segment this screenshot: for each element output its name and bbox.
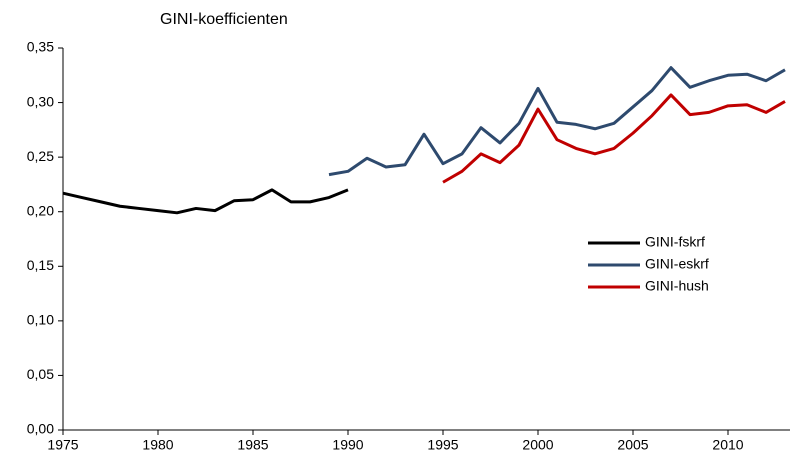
y-tick-label: 0,35 — [27, 39, 54, 55]
y-tick-label: 0,30 — [27, 93, 54, 109]
legend-label: GINI-fskrf — [645, 234, 705, 250]
y-tick-label: 0,25 — [27, 148, 54, 164]
x-tick-label: 2005 — [617, 437, 648, 453]
x-tick-label: 1985 — [237, 437, 268, 453]
x-tick-label: 1980 — [142, 437, 173, 453]
x-tick-label: 2010 — [712, 437, 743, 453]
y-tick-label: 0,20 — [27, 202, 54, 218]
chart-title: GINI-koefficienten — [160, 11, 288, 28]
x-tick-label: 1990 — [332, 437, 363, 453]
y-tick-label: 0,10 — [27, 312, 54, 328]
x-tick-label: 1995 — [427, 437, 458, 453]
legend-label: GINI-hush — [645, 278, 709, 294]
series-line — [328, 66, 786, 177]
x-tick-label: 1975 — [47, 437, 78, 453]
legend-label: GINI-eskrf — [645, 256, 709, 272]
y-tick-label: 0,05 — [27, 366, 54, 382]
series-line — [62, 188, 349, 215]
x-tick-label: 2000 — [522, 437, 553, 453]
y-tick-label: 0,15 — [27, 257, 54, 273]
series-line — [442, 93, 786, 184]
y-tick-label: 0,00 — [27, 421, 54, 437]
